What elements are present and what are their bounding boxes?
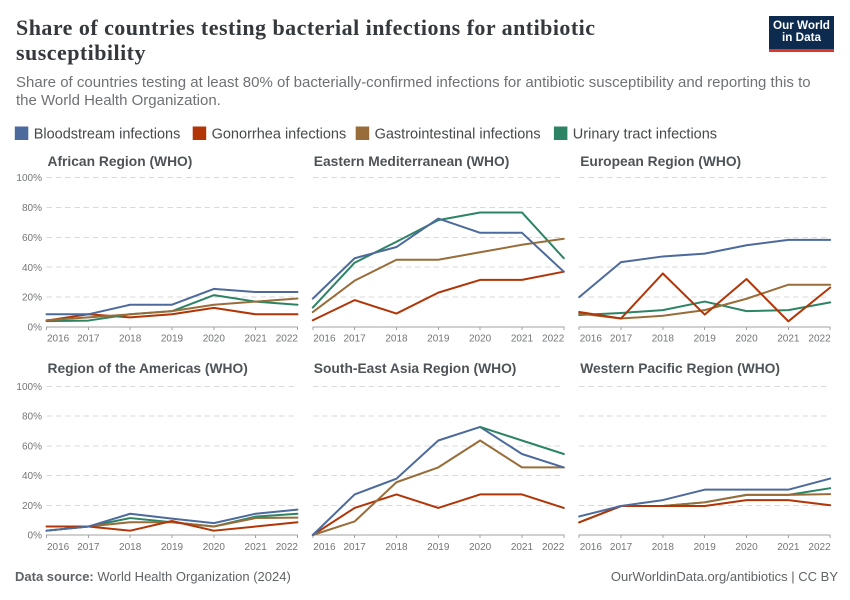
svg-text:2022: 2022 [808,333,831,344]
svg-text:2021: 2021 [245,542,268,553]
svg-text:2020: 2020 [469,542,492,553]
svg-text:2016: 2016 [47,542,70,553]
svg-text:Gastrointestinal infections: Gastrointestinal infections [375,127,541,143]
svg-text:0%: 0% [28,323,43,334]
svg-text:60%: 60% [22,233,42,244]
svg-text:2018: 2018 [385,542,408,553]
svg-text:2017: 2017 [77,333,100,344]
svg-text:0%: 0% [28,531,43,542]
svg-text:Data source: World Health Orga: Data source: World Health Organization (… [15,569,291,584]
svg-text:100%: 100% [16,382,42,393]
svg-text:2022: 2022 [808,542,831,553]
svg-text:2019: 2019 [161,333,184,344]
svg-text:2022: 2022 [276,542,299,553]
svg-text:2019: 2019 [161,542,184,553]
svg-text:2016: 2016 [580,542,603,553]
svg-text:2020: 2020 [203,542,226,553]
svg-text:2020: 2020 [735,333,758,344]
svg-text:2019: 2019 [694,333,717,344]
svg-text:Region of the Americas (WHO): Region of the Americas (WHO) [48,361,248,376]
svg-text:2020: 2020 [203,333,226,344]
svg-text:2020: 2020 [469,333,492,344]
svg-text:2019: 2019 [427,542,450,553]
svg-text:2017: 2017 [77,542,100,553]
svg-text:80%: 80% [22,203,42,214]
svg-text:2021: 2021 [511,542,534,553]
svg-text:2016: 2016 [580,333,603,344]
svg-text:2021: 2021 [245,333,268,344]
svg-text:2018: 2018 [119,542,142,553]
svg-text:40%: 40% [22,471,42,482]
svg-text:2018: 2018 [652,542,675,553]
svg-text:OurWorldinData.org/antibiotics: OurWorldinData.org/antibiotics | CC BY [611,569,838,584]
svg-text:2019: 2019 [427,333,450,344]
svg-text:2016: 2016 [47,333,70,344]
svg-text:2020: 2020 [735,542,758,553]
svg-text:2022: 2022 [542,542,565,553]
svg-text:40%: 40% [22,263,42,274]
svg-text:2021: 2021 [777,542,800,553]
svg-text:2022: 2022 [276,333,299,344]
svg-text:2021: 2021 [777,333,800,344]
svg-text:2018: 2018 [385,333,408,344]
svg-text:2018: 2018 [652,333,675,344]
svg-text:2017: 2017 [344,333,367,344]
svg-text:2017: 2017 [344,542,367,553]
svg-text:2017: 2017 [610,333,633,344]
svg-text:60%: 60% [22,441,42,452]
svg-text:2016: 2016 [313,333,336,344]
svg-text:2017: 2017 [610,542,633,553]
svg-text:80%: 80% [22,412,42,423]
svg-text:Eastern Mediterranean (WHO): Eastern Mediterranean (WHO) [314,154,510,169]
svg-text:Western Pacific Region (WHO): Western Pacific Region (WHO) [580,361,780,376]
svg-text:2021: 2021 [511,333,534,344]
svg-text:African Region (WHO): African Region (WHO) [48,154,193,169]
svg-text:100%: 100% [16,173,42,184]
svg-text:2022: 2022 [542,333,565,344]
svg-text:Urinary tract infections: Urinary tract infections [573,127,717,143]
svg-text:Gonorrhea infections: Gonorrhea infections [212,127,347,143]
svg-text:2019: 2019 [694,542,717,553]
svg-text:2016: 2016 [313,542,336,553]
svg-text:20%: 20% [22,501,42,512]
svg-text:Bloodstream infections: Bloodstream infections [34,127,181,143]
svg-text:20%: 20% [22,293,42,304]
svg-text:South-East Asia Region (WHO): South-East Asia Region (WHO) [314,361,517,376]
svg-text:2018: 2018 [119,333,142,344]
svg-text:European Region (WHO): European Region (WHO) [580,154,741,169]
